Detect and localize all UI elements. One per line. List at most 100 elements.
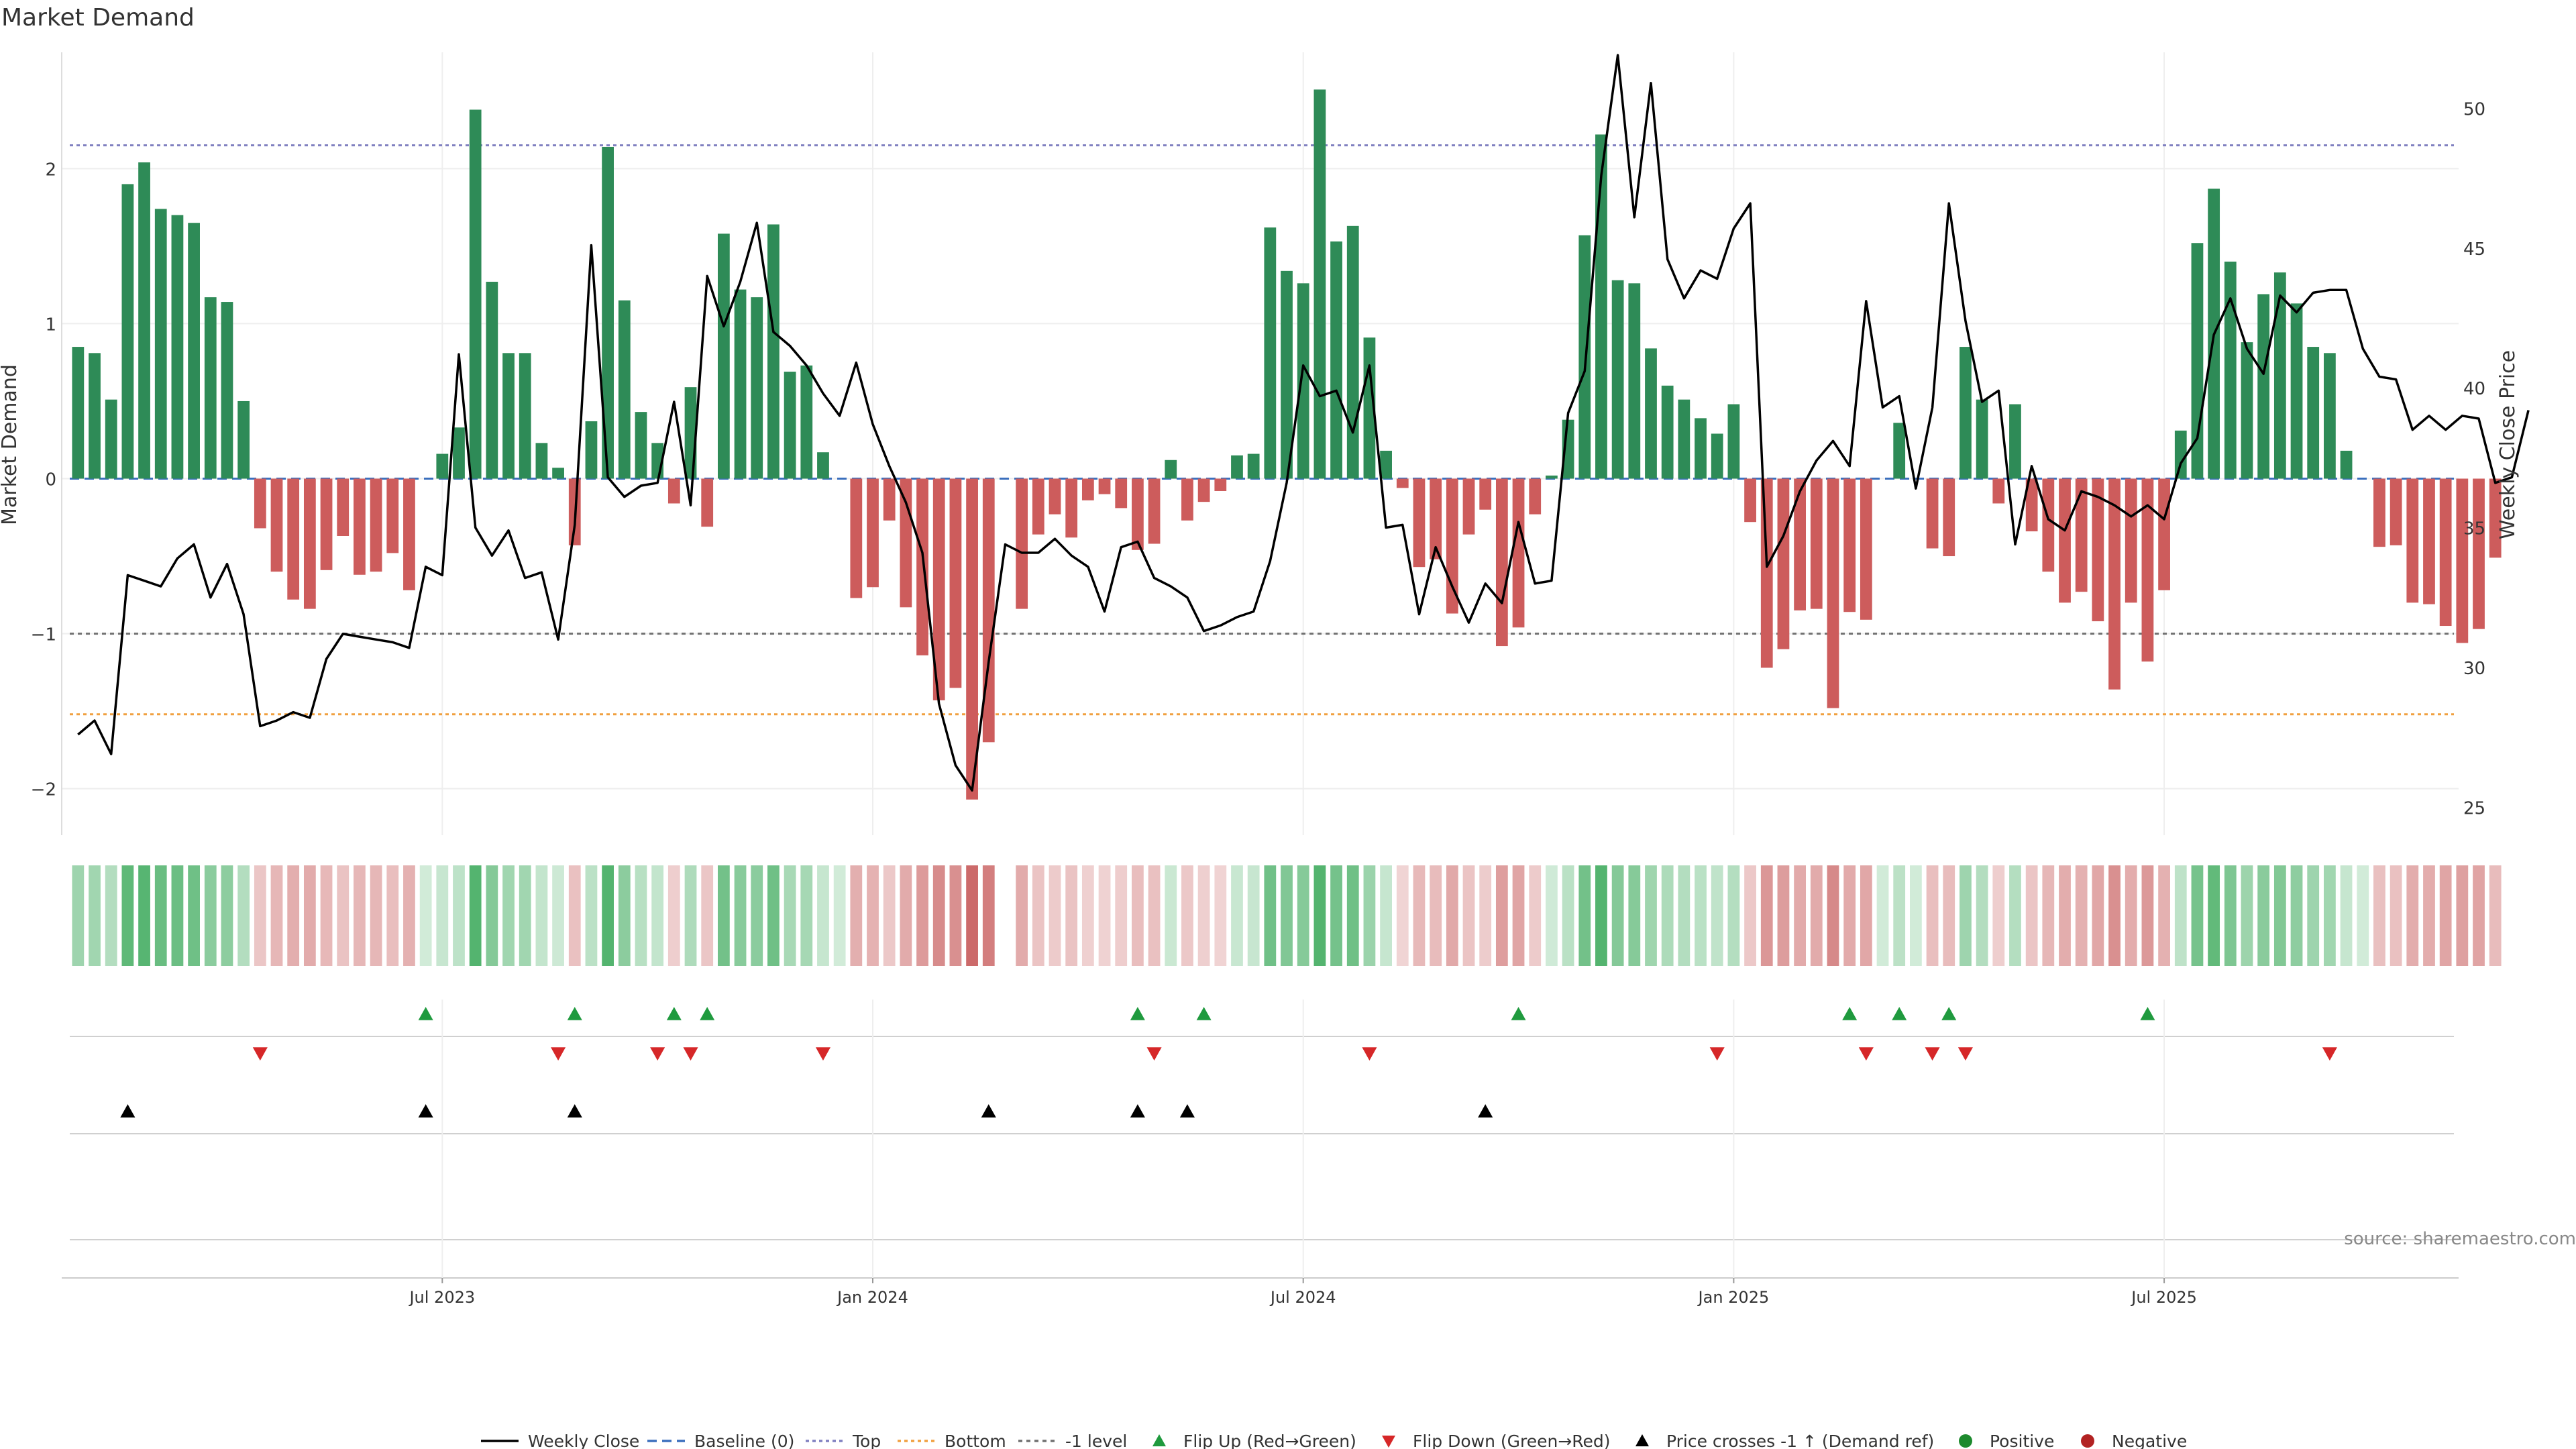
bar-negative — [1495, 478, 1508, 647]
bar-negative — [370, 478, 382, 572]
strip-cell-negative — [2406, 865, 2419, 966]
strip-cell-positive — [188, 865, 200, 966]
bar-negative — [386, 478, 399, 553]
source-note: source: sharemaestro.com — [2344, 1229, 2576, 1249]
bar-positive — [221, 302, 233, 479]
bar-negative — [2489, 478, 2502, 558]
weekly-close-path — [77, 54, 2530, 792]
strip-cell-positive — [2174, 865, 2187, 966]
strip-cell-positive — [751, 865, 763, 966]
strip-cell-positive — [1976, 865, 1988, 966]
bar-positive — [204, 297, 217, 479]
strip-cell-positive — [154, 865, 167, 966]
bar-negative — [900, 478, 912, 608]
strip-cell-negative — [867, 865, 879, 966]
bar-positive — [1578, 235, 1591, 479]
strip-cell-positive — [1628, 865, 1641, 966]
bar-negative — [867, 478, 879, 588]
bar-positive — [154, 209, 167, 479]
bar-negative — [1115, 478, 1128, 508]
strip-cell-negative — [1197, 865, 1210, 966]
strip-cell-negative — [403, 865, 415, 966]
strip-cell-positive — [684, 865, 697, 966]
bar-negative — [337, 478, 350, 536]
price-cross-marker — [567, 1104, 582, 1118]
x-tick-label: Jul 2023 — [408, 1288, 475, 1307]
strip-cell-positive — [1313, 865, 1326, 966]
flip-down-marker — [2322, 1047, 2337, 1061]
bar-negative — [354, 478, 366, 575]
right-tick-label: 25 — [2463, 798, 2485, 818]
bar-positive — [519, 353, 531, 479]
bar-negative — [2473, 478, 2485, 629]
bar-positive — [585, 421, 598, 479]
x-tick-label: Jan 2025 — [1697, 1288, 1770, 1307]
marker-panels — [70, 1036, 2454, 1240]
bar-positive — [2307, 347, 2320, 479]
bar-negative — [1992, 478, 2005, 504]
bar-positive — [1313, 89, 1326, 479]
bar-positive — [1264, 227, 1277, 479]
bar-positive — [1297, 283, 1309, 479]
strip-cell-positive — [1909, 865, 1922, 966]
bar-negative — [1430, 478, 1442, 559]
strip-cell-positive — [817, 865, 829, 966]
bar-positive — [1695, 418, 1707, 479]
strip-cell-negative — [287, 865, 300, 966]
strip-cell-positive — [2241, 865, 2253, 966]
bar-positive — [1330, 241, 1342, 479]
strip-cell-negative — [2158, 865, 2170, 966]
legend-label: Flip Up (Red→Green) — [1183, 1432, 1356, 1449]
strip-cell-negative — [2456, 865, 2469, 966]
strip-cell-negative — [1181, 865, 1193, 966]
strip-cell-negative — [949, 865, 962, 966]
demand-heat-strip — [72, 865, 2502, 966]
flip-down-marker — [683, 1047, 698, 1061]
price-cross-marker — [120, 1104, 136, 1118]
bar-negative — [1926, 478, 1939, 549]
strip-cell-positive — [1711, 865, 1723, 966]
x-axis-ticks: Jul 2023 Jan 2024 Jul 2024 Jan 2025 Jul 2025 — [408, 1278, 2197, 1307]
bar-negative — [2108, 478, 2121, 690]
bar-negative — [1396, 478, 1409, 488]
bar-negative — [916, 478, 928, 655]
bar-positive — [1727, 404, 1740, 479]
legend-swatch-triangle — [1635, 1434, 1649, 1446]
bar-negative — [1462, 478, 1475, 535]
strip-cell-positive — [2009, 865, 2021, 966]
bar-positive — [635, 412, 647, 479]
strip-cell-negative — [2141, 865, 2154, 966]
bar-positive — [2340, 450, 2353, 479]
strip-cell-positive — [767, 865, 780, 966]
bar-negative — [667, 478, 680, 504]
right-tick-label: 30 — [2463, 659, 2485, 679]
strip-cell-positive — [1330, 865, 1342, 966]
bar-negative — [1132, 478, 1144, 550]
strip-cell-positive — [1678, 865, 1690, 966]
bar-positive — [734, 289, 747, 479]
bar-negative — [1744, 478, 1756, 523]
strip-cell-negative — [982, 865, 995, 966]
strip-cell-negative — [2042, 865, 2055, 966]
bar-positive — [502, 353, 515, 479]
flip-down-marker — [1925, 1047, 1940, 1061]
bar-positive — [800, 365, 813, 479]
bar-negative — [2075, 478, 2088, 592]
strip-cell-negative — [1810, 865, 1823, 966]
strip-cell-positive — [2324, 865, 2336, 966]
strip-cell-positive — [121, 865, 134, 966]
strip-cell-negative — [1495, 865, 1508, 966]
bar-positive — [602, 146, 614, 479]
strip-cell-negative — [2059, 865, 2071, 966]
strip-cell-positive — [1231, 865, 1243, 966]
right-axis-label: Weekly Close Price — [2496, 350, 2520, 539]
x-tick-label: Jul 2025 — [2130, 1288, 2197, 1307]
strip-cell-negative — [1065, 865, 1078, 966]
strip-cell-negative — [1943, 865, 1955, 966]
strip-cell-negative — [386, 865, 399, 966]
bar-negative — [254, 478, 266, 529]
strip-cell-positive — [1380, 865, 1392, 966]
strip-cell-negative — [1413, 865, 1426, 966]
flip-up-marker — [2140, 1007, 2155, 1020]
flip-up-marker — [1941, 1007, 1957, 1020]
